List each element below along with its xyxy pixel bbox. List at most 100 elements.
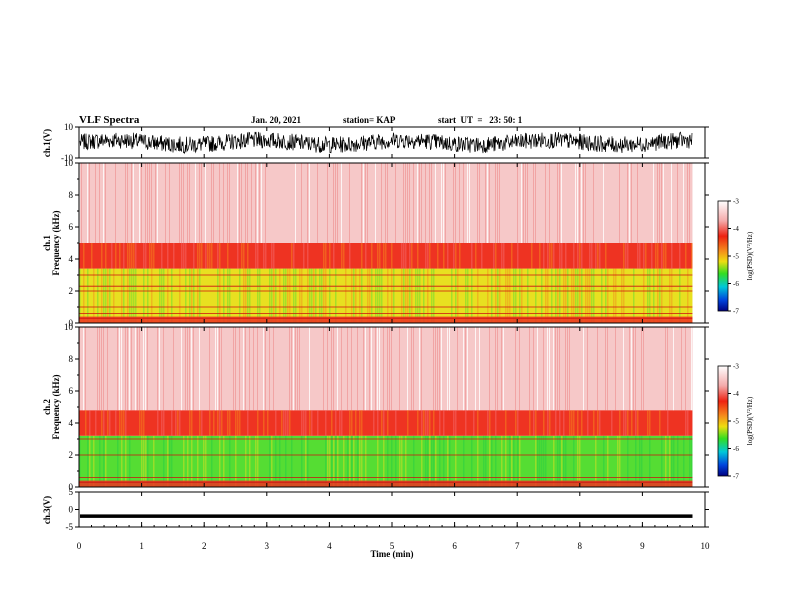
ch1-spectrogram-streak-low — [559, 268, 561, 323]
ch1-spectrogram-streak-mid — [323, 243, 325, 269]
ch2-spectrogram-streak — [419, 327, 420, 411]
ch1-spectrogram-streak — [495, 163, 496, 243]
ch2-spectrogram-streak — [435, 327, 436, 411]
ch1-spectrogram-streak-mid — [539, 243, 541, 269]
ch1-spectrogram-streak-low — [507, 268, 509, 323]
header-start-ut: start UT = 23: 50: 1 — [438, 115, 523, 125]
ch2-spectrogram-streak-low — [291, 435, 293, 487]
ch1-spectrogram-streak — [381, 163, 382, 243]
ch1-spectrogram-streak-low — [257, 268, 259, 323]
ch2-spectrogram-streak-low — [257, 435, 259, 487]
ch1-spectrogram-streak-low — [279, 268, 281, 323]
ch2-spectrogram-streak — [495, 327, 496, 411]
ch2-spectrogram-streak — [635, 327, 636, 411]
ch1-spectrogram-streak — [361, 163, 362, 243]
ch1-spectrogram-streak-mid — [365, 243, 367, 269]
ch2-spectrogram-streak — [447, 327, 448, 411]
ch1-spectrogram-streak-mid — [573, 243, 575, 269]
ch1-spectrogram-streak — [179, 163, 180, 243]
ch1-spectrogram-streak-low — [393, 268, 395, 323]
ch1-spectrogram-streak-low — [551, 268, 553, 323]
ch1-spectrogram-streak-mid — [637, 243, 639, 269]
ch2-spectrogram-streak-mid — [179, 410, 181, 436]
ch2-spectrogram-streak — [103, 327, 104, 411]
ch2-spectrogram-streak-low — [205, 435, 207, 487]
ch1-spectrogram-streak — [103, 163, 104, 243]
ch1-spectrogram-streak-low — [273, 268, 275, 323]
ch3-waveform-ytick-label: 5 — [69, 487, 74, 497]
ch1-spectrogram-streak-mid — [459, 243, 461, 269]
ch2-spectrogram-streak-mid — [465, 410, 467, 436]
ch1-spectrogram-streak-mid — [379, 243, 381, 269]
ch2-spectrogram-streak — [537, 327, 538, 411]
ch1-spectrogram-streak — [575, 163, 576, 243]
ch2-spectrogram-streak-low — [677, 435, 679, 487]
ch1-spectrogram-streak-mid — [135, 243, 137, 269]
ch2-spectrogram-streak — [289, 327, 290, 411]
ch1-spectrogram-streak-low — [107, 268, 109, 323]
ch2-spectrogram-streak-mid — [239, 410, 241, 436]
ch2-spectrogram-streak-low — [557, 435, 559, 487]
ch1-spectrogram-streak-low — [575, 268, 577, 323]
ch1-spectrogram-streak — [549, 163, 550, 243]
ch1-spectrogram-streak — [89, 163, 90, 243]
ch2-spectrogram-streak — [253, 327, 254, 411]
ch2-spectrogram-streak-mid — [549, 410, 551, 436]
ch2-spectrogram-streak-mid — [577, 410, 579, 436]
ch1-spectrogram-streak-mid — [427, 243, 429, 269]
ch2-spectrogram-band — [79, 327, 693, 411]
ch2-spectrogram-streak — [441, 327, 442, 411]
ch1-spectrogram-streak-low — [93, 268, 95, 323]
ch1-spectrogram-streak-low — [199, 268, 201, 323]
ch1-spectrogram-streak — [139, 163, 140, 243]
ch2-spectrogram-streak-low — [541, 435, 543, 487]
ch1-spectrogram-streak — [141, 163, 142, 243]
ch1-spectrogram-streak-mid — [255, 243, 257, 269]
ch2-spectrogram-streak-low — [347, 435, 349, 487]
ch2-spectrogram-streak-low — [223, 435, 225, 487]
ch1-spectrogram-streak — [251, 163, 252, 243]
ch1-spectrogram-streak — [385, 163, 386, 243]
ch1-spectrogram-streak-mid — [217, 243, 219, 269]
ch1-spectrogram-streak-mid — [639, 243, 641, 269]
ch2-spectrogram-streak-mid — [303, 410, 305, 436]
ch1-spectrogram-streak — [403, 163, 404, 243]
ch2-spectrogram-streak-low — [117, 435, 119, 487]
ch1-spectrogram-streak — [407, 163, 408, 243]
ch2-spectrogram-streak-mid — [395, 410, 397, 436]
ch2-spectrogram-streak — [239, 327, 240, 411]
ch1-spectrogram-streak-mid — [501, 243, 503, 269]
ch2-spectrogram-ytick-label: 2 — [69, 450, 74, 460]
ch2-spectrogram-streak-low — [483, 435, 485, 487]
ch2-spectrogram-streak-mid — [581, 410, 583, 436]
ch2-spectrogram-streak — [99, 327, 100, 411]
ch2-spectrogram-streak — [553, 327, 554, 411]
ch2-spectrogram-streak-low — [477, 435, 479, 487]
ch2-spectrogram-streak-mid — [123, 410, 125, 436]
ch2-spectrogram-streak-mid — [407, 410, 409, 436]
ch2-spectrogram-streak — [297, 327, 298, 411]
ch2-spectrogram-streak-low — [553, 435, 555, 487]
ch2-spectrogram-streak-mid — [163, 410, 165, 436]
ch1-spectrogram-streak — [421, 163, 422, 243]
ch1-spectrogram-streak — [99, 163, 100, 243]
ch2-spectrogram-streak-low — [147, 435, 149, 487]
ch1-spectrogram-streak — [227, 163, 228, 243]
ch1-spectrogram-streak-low — [377, 268, 379, 323]
ch1-spectrogram-streak-low — [671, 268, 673, 323]
ch2-spectrogram-streak — [623, 327, 624, 411]
ch2-spectrogram-streak — [667, 327, 668, 411]
ch2-spectrogram-streak-mid — [383, 410, 385, 436]
ch1-spectrogram-streak-mid — [443, 243, 445, 269]
ch1-spectrogram-streak-mid — [115, 243, 117, 269]
ch1-spectrogram-streak-mid — [455, 243, 457, 269]
ch2-spectrogram-streak-low — [561, 435, 563, 487]
ch1-spectrogram-streak-mid — [665, 243, 667, 269]
ch2-spectrogram-streak — [685, 327, 686, 411]
ch1-spectrogram-streak — [671, 163, 672, 243]
ch2-spectrogram-streak-mid — [667, 410, 669, 436]
ch2-spectrogram-streak-mid — [355, 410, 357, 436]
ch2-colorbar: -3 -4 -5 -6 -7 log(PSD)(V²/Hz) — [717, 363, 754, 481]
ch1-spectrogram-streak — [151, 163, 152, 243]
ch1-spectrogram-streak-mid — [293, 243, 295, 269]
